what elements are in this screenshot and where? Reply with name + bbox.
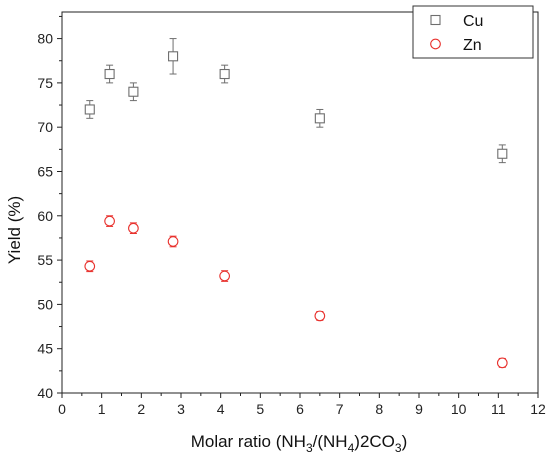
x-tick-label: 4	[217, 401, 225, 417]
y-tick-label: 50	[37, 296, 53, 312]
x-tick-label: 6	[296, 401, 304, 417]
y-tick-label: 65	[37, 163, 53, 179]
cu-point	[104, 68, 115, 80]
x-tick-label: 5	[256, 401, 264, 417]
zn-point	[496, 357, 508, 369]
cu-point	[84, 104, 95, 115]
data-points	[84, 51, 508, 369]
y-axis-title: Yield (%)	[5, 196, 24, 264]
y-tick-label: 80	[37, 31, 53, 47]
x-tick-label: 9	[415, 401, 423, 417]
zn-point	[167, 236, 179, 247]
legend: Cu Zn	[412, 5, 534, 59]
y-tick-label: 55	[37, 252, 53, 268]
legend-zn-marker	[430, 38, 441, 50]
zn-point	[84, 260, 96, 272]
legend-label: Cu	[463, 13, 483, 30]
legend-cu-marker	[430, 14, 441, 26]
plot-frame	[61, 11, 539, 394]
error-bars	[86, 38, 506, 368]
legend-box	[412, 5, 534, 59]
x-tick-label: 11	[491, 401, 506, 417]
y-tick-label: 40	[37, 385, 53, 401]
cu-point	[497, 148, 508, 159]
legend-label: Zn	[463, 37, 482, 54]
cu-point	[168, 51, 179, 62]
x-axis-title: Molar ratio (NH3/(NH4)2CO3)	[191, 432, 408, 455]
x-tick-label: 8	[375, 401, 383, 417]
x-tick-label: 0	[58, 401, 66, 417]
zn-point	[314, 310, 326, 322]
y-tick-label: 60	[37, 208, 53, 224]
zn-point	[128, 222, 139, 234]
y-tick-label: 75	[37, 75, 53, 91]
zn-point	[219, 270, 230, 282]
x-tick-label: 3	[177, 401, 185, 417]
x-tick-label: 12	[530, 401, 546, 417]
x-tick-label: 2	[137, 401, 145, 417]
cu-point	[128, 86, 139, 97]
y-tick-label: 70	[37, 119, 53, 135]
cu-point	[314, 113, 325, 124]
x-tick-label: 7	[336, 401, 344, 417]
zn-point	[104, 215, 115, 227]
x-tick-label: 1	[98, 401, 106, 417]
x-tick-label: 10	[451, 401, 467, 417]
cu-point	[219, 68, 230, 80]
y-tick-label: 45	[37, 341, 53, 357]
